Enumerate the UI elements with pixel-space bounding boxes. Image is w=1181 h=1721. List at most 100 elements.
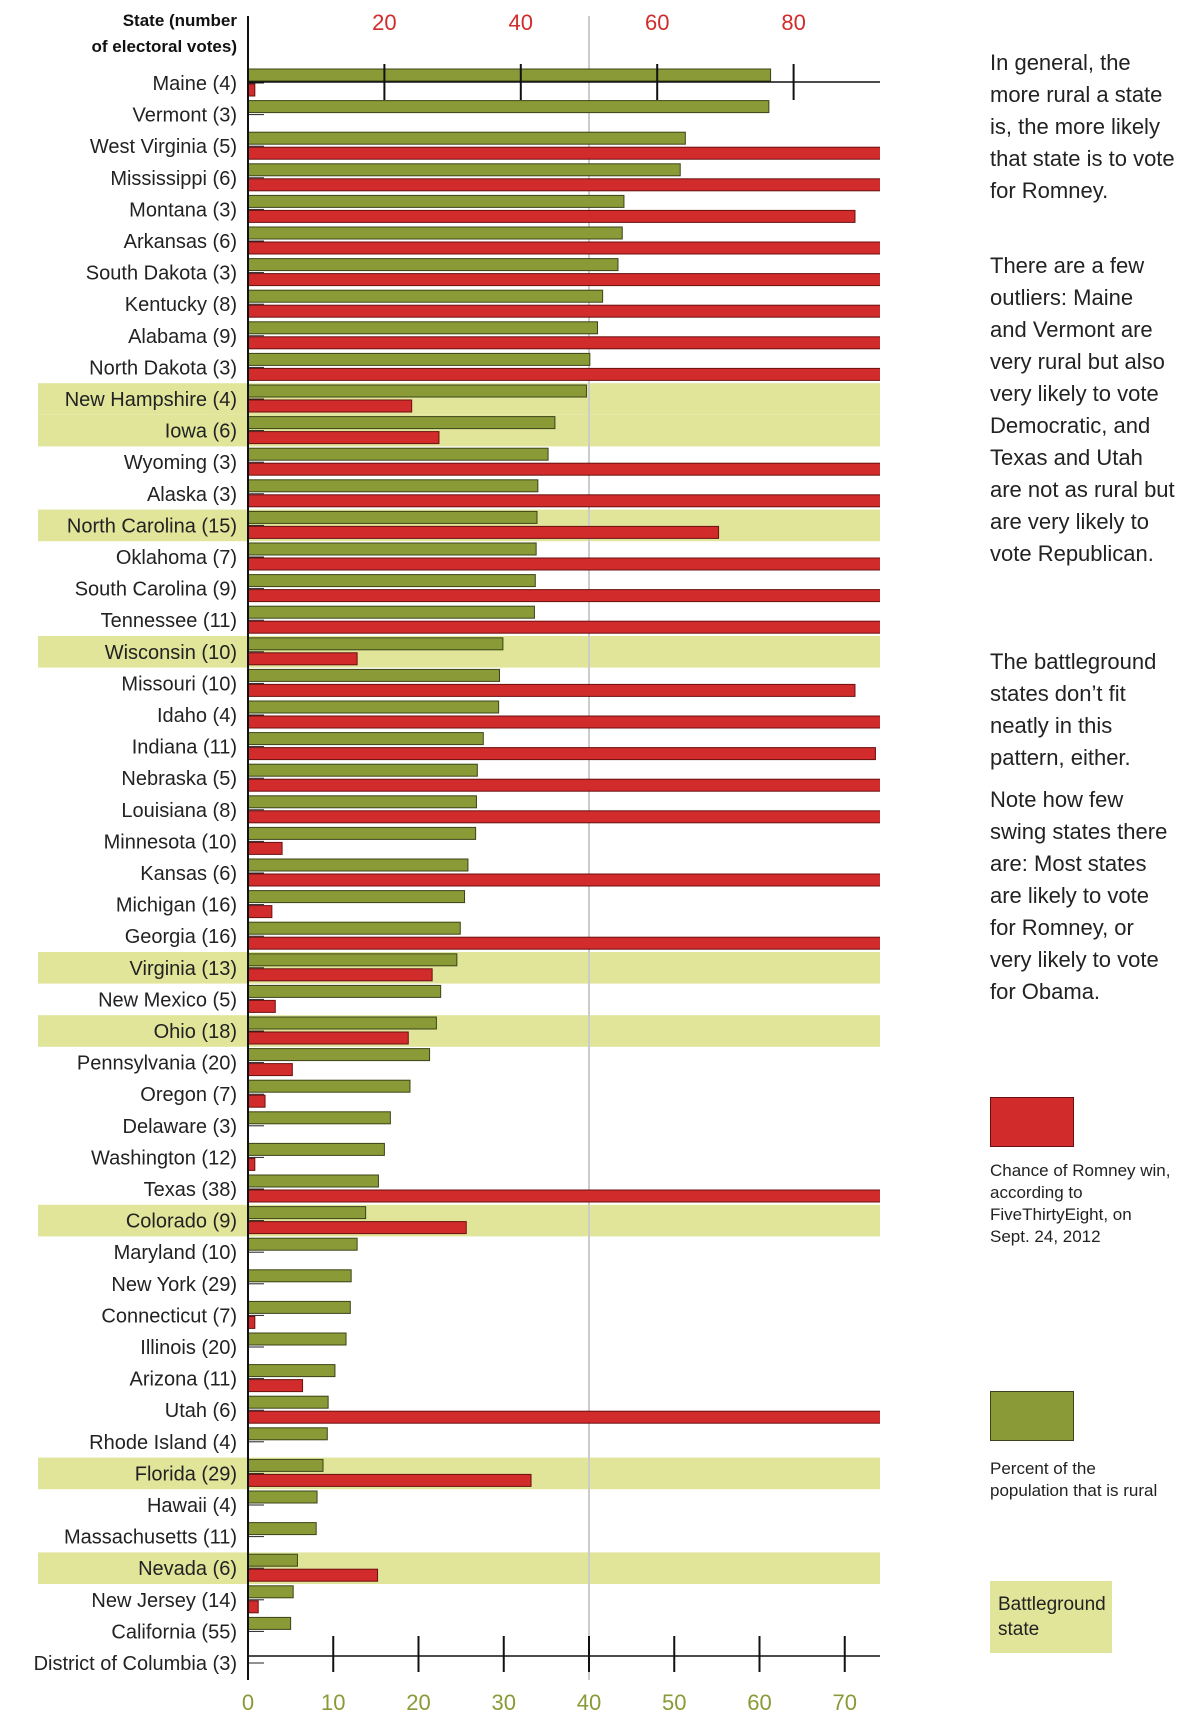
- rural-bar-nevada: [247, 1553, 298, 1567]
- rural-bar-pennsylvania: [247, 1048, 431, 1062]
- legend-text-battleground: Battleground state: [998, 1594, 1106, 1640]
- state-label-minnesota: Minnesota (10): [104, 831, 237, 853]
- romney-bar-idaho: [247, 715, 880, 729]
- romney-bar-minnesota: [247, 841, 283, 855]
- romney-bar-new-hampshire: [247, 399, 413, 413]
- rural-bar-new-mexico: [247, 984, 442, 998]
- note-1: In general, the more rural a state is, t…: [990, 50, 1175, 203]
- romney-bar-north-carolina: [247, 525, 720, 539]
- rural-bar-colorado: [247, 1206, 367, 1220]
- rural-bar-michigan: [247, 890, 466, 904]
- romney-bar-florida: [247, 1473, 532, 1487]
- bottom-axis-tick-label-0: 0: [242, 1690, 254, 1715]
- romney-bar-utah: [247, 1410, 880, 1424]
- state-label-missouri: Missouri (10): [121, 673, 237, 695]
- state-label-wyoming: Wyoming (3): [124, 452, 237, 474]
- romney-bar-missouri: [247, 683, 856, 697]
- battleground-band-nevada: [38, 1552, 880, 1584]
- rural-bar-illinois: [247, 1332, 347, 1346]
- state-label-texas: Texas (38): [144, 1179, 237, 1201]
- state-label-florida: Florida (29): [135, 1463, 237, 1485]
- header-line-2: of electoral votes): [92, 37, 238, 56]
- state-label-arizona: Arizona (11): [130, 1369, 237, 1391]
- romney-bar-wyoming: [247, 462, 880, 476]
- rural-bar-south-carolina: [247, 574, 536, 588]
- rural-bar-hawaii: [247, 1490, 318, 1504]
- rural-bar-mississippi: [247, 163, 681, 177]
- rural-bar-kansas: [247, 858, 469, 872]
- rural-bar-vermont: [247, 100, 770, 114]
- rural-bar-iowa: [247, 416, 556, 430]
- state-label-utah: Utah (6): [165, 1400, 237, 1422]
- romney-bar-alabama: [247, 336, 880, 350]
- romney-bar-washington: [247, 1157, 256, 1171]
- note-4: Note how few swing states there are: Mos…: [990, 787, 1168, 1004]
- romney-bar-connecticut: [247, 1315, 256, 1329]
- romney-bar-montana: [247, 209, 856, 223]
- state-label-alabama: Alabama (9): [128, 326, 237, 348]
- rural-bar-florida: [247, 1458, 324, 1472]
- state-label-california: California (55): [111, 1621, 237, 1643]
- romney-bar-oregon: [247, 1094, 266, 1108]
- state-label-idaho: Idaho (4): [157, 705, 237, 727]
- rural-bar-rhode-island: [247, 1427, 328, 1441]
- rural-bar-tennessee: [247, 605, 535, 619]
- romney-bar-louisiana: [247, 810, 880, 824]
- bars: [247, 68, 880, 1630]
- romney-bar-south-dakota: [247, 273, 880, 287]
- top-axis-tick-label-80: 80: [781, 10, 805, 35]
- rural-bar-alaska: [247, 479, 539, 493]
- rural-bar-washington: [247, 1142, 385, 1156]
- rural-bar-south-dakota: [247, 258, 619, 272]
- state-label-wisconsin: Wisconsin (10): [105, 642, 237, 664]
- state-label-oklahoma: Oklahoma (7): [116, 547, 237, 569]
- rural-bar-missouri: [247, 668, 500, 682]
- romney-bar-kansas: [247, 873, 880, 887]
- romney-bar-kentucky: [247, 304, 880, 318]
- rural-bar-montana: [247, 194, 625, 208]
- state-label-virginia: Virginia (13): [130, 958, 237, 980]
- rural-bar-idaho: [247, 700, 500, 714]
- romney-bar-virginia: [247, 968, 433, 982]
- state-label-district-of-columbia: District of Columbia (3): [34, 1653, 237, 1675]
- rural-bar-north-carolina: [247, 510, 538, 524]
- state-label-north-carolina: North Carolina (15): [67, 515, 237, 537]
- header-line-1: State (number: [123, 11, 238, 30]
- state-label-montana: Montana (3): [129, 199, 237, 221]
- state-label-delaware: Delaware (3): [123, 1116, 237, 1138]
- state-label-arkansas: Arkansas (6): [124, 231, 237, 253]
- legend-swatch-rural: [990, 1391, 1074, 1441]
- state-label-ohio: Ohio (18): [154, 1021, 237, 1043]
- romney-bar-north-dakota: [247, 367, 880, 381]
- state-label-connecticut: Connecticut (7): [101, 1305, 237, 1327]
- romney-bar-nebraska: [247, 778, 880, 792]
- note-3: The battleground states don’t fit neatly…: [990, 649, 1157, 770]
- battleground-band-ohio: [38, 1015, 880, 1047]
- rural-bar-massachusetts: [247, 1522, 317, 1536]
- note-2: There are a few outliers: Maine and Verm…: [990, 253, 1175, 566]
- romney-bar-south-carolina: [247, 589, 880, 603]
- state-label-massachusetts: Massachusetts (11): [64, 1527, 237, 1549]
- state-label-south-carolina: South Carolina (9): [75, 579, 237, 601]
- romney-bar-colorado: [247, 1221, 467, 1235]
- rural-bar-new-jersey: [247, 1585, 294, 1599]
- rural-bar-arkansas: [247, 226, 623, 240]
- state-label-indiana: Indiana (11): [132, 737, 237, 759]
- state-label-illinois: Illinois (20): [140, 1337, 237, 1359]
- rural-bar-connecticut: [247, 1300, 351, 1314]
- romney-bar-west-virginia: [247, 146, 880, 160]
- state-label-kentucky: Kentucky (8): [125, 294, 237, 316]
- romney-bar-new-mexico: [247, 999, 276, 1013]
- state-label-new-mexico: New Mexico (5): [98, 989, 237, 1011]
- bottom-axis-tick-label-40: 40: [577, 1690, 601, 1715]
- state-label-vermont: Vermont (3): [133, 105, 237, 127]
- rural-bar-kentucky: [247, 289, 604, 303]
- romney-bar-michigan: [247, 905, 273, 919]
- state-label-michigan: Michigan (16): [116, 895, 237, 917]
- rural-bar-nebraska: [247, 763, 478, 777]
- legend-text-rural: Percent of the population that is rural: [990, 1459, 1158, 1500]
- romney-bar-oklahoma: [247, 557, 880, 571]
- state-label-new-york: New York (29): [111, 1274, 237, 1296]
- romney-bar-georgia: [247, 936, 880, 950]
- rural-bar-arizona: [247, 1364, 336, 1378]
